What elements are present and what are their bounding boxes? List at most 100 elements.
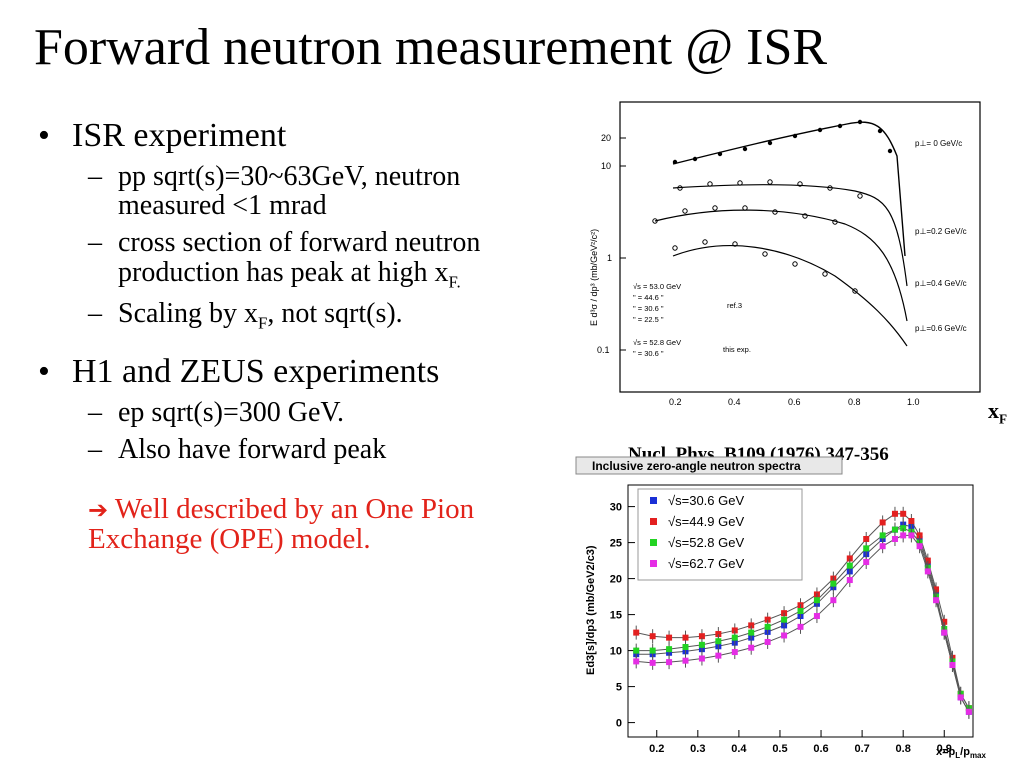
sub-bullet-text: Scaling by x xyxy=(118,298,258,330)
subscript: F. xyxy=(448,272,461,292)
y-tick-label: 20 xyxy=(601,133,611,143)
data-point xyxy=(633,658,640,665)
data-point xyxy=(781,632,788,639)
legend-entry: " = 44.6 " xyxy=(633,293,664,302)
right-arrow-icon: ➔ xyxy=(88,495,109,524)
data-point xyxy=(715,638,722,645)
legend-ref: this exp. xyxy=(723,345,751,354)
ope-note-text: Well described by an One Pion Exchange (… xyxy=(88,492,475,555)
legend-marker xyxy=(650,518,657,525)
bullet-list: ISR experiment – pp sqrt(s)=30~63GeV, ne… xyxy=(38,118,558,554)
isr-figure: 20 10 1 0.1 0.2 0.4 0.6 0.8 1.0 E d³σ / … xyxy=(585,96,985,441)
data-point xyxy=(682,657,689,664)
data-point xyxy=(879,519,886,526)
data-point xyxy=(633,629,640,636)
data-point xyxy=(846,562,853,569)
sub-bullet-ep-energy: – ep sqrt(s)=300 GeV. xyxy=(38,396,558,428)
chart-y-label: Ed3[s]/dp3 (mb/GeV2/c3) xyxy=(585,545,597,675)
pt-label: p⊥=0.2 GeV/c xyxy=(915,227,967,236)
data-point xyxy=(900,510,907,517)
legend-label: √s=44.9 GeV xyxy=(668,514,744,529)
pt-label: p⊥=0.4 GeV/c xyxy=(915,279,967,288)
chart-x-label: x=pL/pmax xyxy=(936,746,987,760)
dash-marker: – xyxy=(88,160,102,192)
data-point xyxy=(649,659,656,666)
y-tick-label: 10 xyxy=(610,646,622,658)
data-point xyxy=(879,543,886,550)
data-point xyxy=(908,532,915,539)
legend-label: √s=52.8 GeV xyxy=(668,535,744,550)
data-point xyxy=(830,597,837,604)
data-point xyxy=(666,634,673,641)
data-point xyxy=(900,525,907,532)
y-axis-label: E d³σ / dp³ (mb/GeV²/c²) xyxy=(589,229,599,326)
x-tick-label: 0.6 xyxy=(788,397,801,407)
data-point xyxy=(941,629,948,636)
legend-ref: ref.3 xyxy=(727,301,742,310)
bullet-isr-experiment: ISR experiment xyxy=(38,118,558,154)
data-point xyxy=(830,580,837,587)
data-point xyxy=(891,536,898,542)
x-tick-label: 0.2 xyxy=(649,743,664,755)
data-point xyxy=(863,559,870,566)
dash-marker: – xyxy=(88,434,102,466)
x-tick-label: 0.5 xyxy=(772,743,787,755)
legend-entry: " = 30.6 " xyxy=(633,349,664,358)
data-point xyxy=(916,532,923,539)
data-point xyxy=(682,634,689,641)
data-point xyxy=(682,644,689,650)
data-point xyxy=(715,652,722,659)
sub-bullet-text: Also have forward peak xyxy=(118,434,387,466)
data-point xyxy=(698,641,705,648)
data-point xyxy=(813,613,820,620)
subscript: F xyxy=(258,313,268,333)
bullet-h1-zeus: H1 and ZEUS experiments xyxy=(38,354,558,390)
data-point xyxy=(764,616,771,623)
data-point xyxy=(813,597,820,604)
data-point xyxy=(797,623,804,630)
data-point xyxy=(879,532,886,539)
data-point xyxy=(863,536,870,542)
curve-pt06 xyxy=(672,244,908,347)
y-tick-label: 30 xyxy=(610,502,622,514)
dash-marker: – xyxy=(88,298,102,330)
plot-frame xyxy=(619,101,981,393)
slide-title: Forward neutron measurement @ ISR xyxy=(34,19,828,76)
sub-bullet-pp-energy: – pp sqrt(s)=30~63GeV, neutron measured … xyxy=(38,160,558,221)
sub-bullet-text-tail: , not sqrt(s). xyxy=(267,298,403,330)
data-point xyxy=(891,526,898,533)
x-tick-label: 0.8 xyxy=(896,743,911,755)
chart-title: Inclusive zero-angle neutron spectra xyxy=(592,459,801,473)
data-point xyxy=(764,623,771,630)
x-axis-ticks: 0.2 0.4 0.6 0.8 1.0 xyxy=(669,397,920,407)
data-point xyxy=(764,638,771,645)
data-point xyxy=(933,597,940,604)
legend-marker xyxy=(650,539,657,546)
sub-bullet-scaling: – Scaling by xF, not sqrt(s). xyxy=(38,299,558,332)
y-tick-label: 0.1 xyxy=(597,345,610,355)
data-point xyxy=(863,545,870,552)
y-tick-label: 1 xyxy=(607,253,612,263)
dash-marker: – xyxy=(88,396,102,428)
curve-pt0 xyxy=(672,121,906,257)
pt-label: p⊥=0.6 GeV/c xyxy=(915,324,967,333)
data-point xyxy=(924,568,931,575)
legend-label: √s=30.6 GeV xyxy=(668,493,744,508)
x-tick-label: 0.7 xyxy=(854,743,869,755)
xf-axis-label: xF xyxy=(988,398,1008,427)
legend: √s = 53.0 GeV " = 44.6 " " = 30.6 " " = … xyxy=(633,282,751,358)
data-point xyxy=(633,647,640,654)
legend-label: √s=62.7 GeV xyxy=(668,556,744,571)
data-point xyxy=(891,510,898,517)
x-tick-label: 0.8 xyxy=(848,397,861,407)
data-point xyxy=(941,618,948,625)
x-tick-label: 1.0 xyxy=(907,397,920,407)
sub-bullet-text: ep sqrt(s)=300 GeV. xyxy=(118,396,345,428)
data-point xyxy=(715,631,722,638)
data-point xyxy=(698,655,705,662)
sub-bullet-text: cross section of forward neutron product… xyxy=(118,227,481,288)
data-point xyxy=(949,662,956,668)
data-point xyxy=(649,647,656,654)
y-tick-label: 25 xyxy=(610,538,622,550)
x-tick-label: 0.2 xyxy=(669,397,682,407)
